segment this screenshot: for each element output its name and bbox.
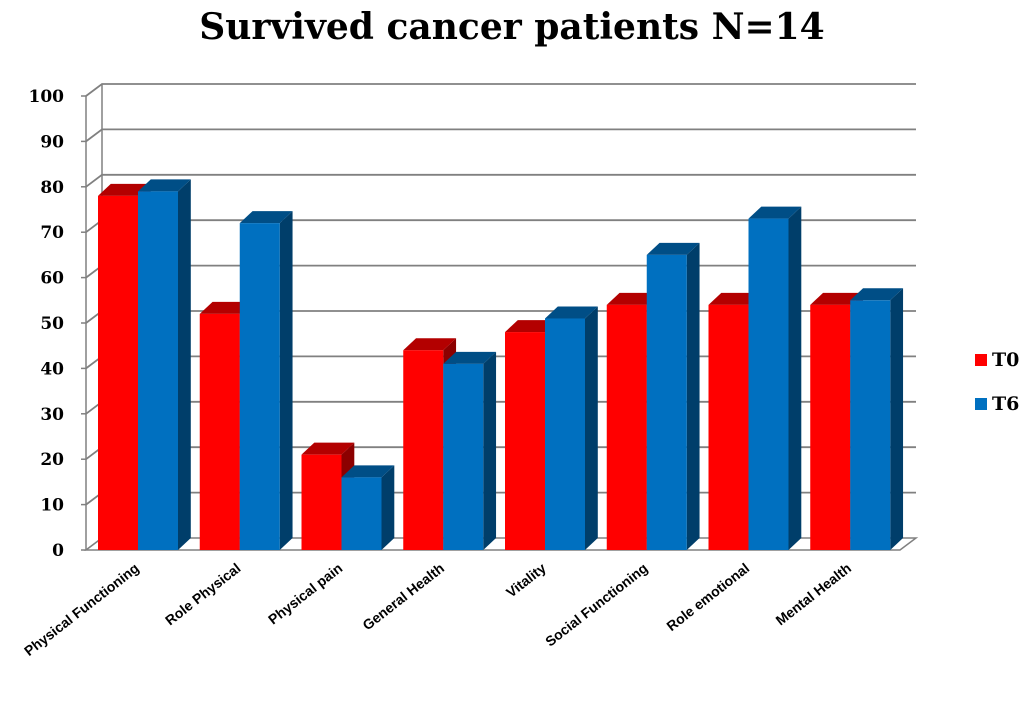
legend-swatch-t6 [975,398,987,410]
bar-top [341,465,395,478]
bar-t6-3 [443,351,497,550]
bar-side [686,242,700,550]
y-tick-label: 0 [52,541,64,561]
x-axis-labels: Physical Functioning Role Physical Physica… [21,560,854,659]
bar-top [138,179,191,192]
bar-top [810,292,864,305]
y-tick-label: 10 [40,496,64,516]
y-tick-label: 30 [40,405,64,425]
bar-top [239,211,293,224]
bar-front [443,363,484,550]
bar-top [606,292,660,305]
bar-front [606,304,647,550]
bar-side [788,206,802,550]
bar-top [301,442,355,455]
y-axis-ticks: 0 10 20 30 40 50 60 70 80 90 100 [29,87,86,561]
bar-t6-6 [748,206,802,550]
bar-top [748,206,802,219]
y-tick-label: 70 [40,223,64,243]
bar-front [239,223,280,550]
y-tick-label: 20 [40,450,64,470]
y-tick-label: 80 [40,178,64,198]
bar-top [98,183,151,196]
bar-front [708,304,749,550]
y-tick-label: 50 [40,314,64,334]
y-tick-label: 60 [40,269,64,289]
bar-front [545,318,585,550]
x-tick-label: Physical pain [265,560,345,628]
bar-top [199,301,253,314]
bar-top [708,292,762,305]
y-tick-label: 40 [40,359,64,379]
bar-front [646,254,687,550]
bar-side [279,211,293,550]
x-tick-label: Social Functioning [542,560,651,650]
bar-front [341,477,382,550]
bars [98,179,904,550]
bar-front [748,218,789,550]
legend-label-t0: T0 [992,349,1019,371]
x-tick-label: Physical Functioning [21,560,142,659]
x-tick-label: Mental Health [773,560,855,629]
bar-top [850,288,904,301]
bar-front [301,454,342,550]
x-tick-label: General Health [359,560,447,633]
y-tick-label: 90 [40,132,64,152]
bar-front [138,191,178,550]
bar-front [403,350,444,550]
bar-t6-4 [545,306,598,550]
bar-front [810,304,851,550]
bar-front [98,195,138,550]
bar-side [178,179,191,550]
bar-top [646,242,700,255]
chart-title: Survived cancer patients N=14 [199,6,825,48]
bar-side [381,465,395,550]
bar-side [585,306,598,550]
legend-label-t6: T6 [992,393,1019,415]
bar-front [199,313,240,550]
bar-top [443,351,497,364]
bar-side [483,351,497,550]
gridline [85,83,916,97]
bar-front [850,300,891,550]
bar-t6-5 [646,242,700,550]
gridline [85,173,916,188]
bar-t6-0 [138,179,191,550]
bar-top [545,306,598,319]
gridline [85,128,916,143]
bar-top [403,338,457,351]
bar-t6-1 [239,211,293,550]
x-tick-label: Role emotional [663,560,752,634]
legend-swatch-t0 [975,354,987,366]
bar-t6-2 [341,465,395,550]
bar-top [505,320,558,333]
bar-front [505,332,545,550]
bar-side [890,288,904,550]
legend: T0 T6 [975,349,1019,415]
x-tick-label: Vitality [503,560,549,601]
y-tick-label: 100 [29,87,65,107]
x-tick-label: Role Physical [162,560,244,629]
bar-t6-7 [850,288,904,550]
